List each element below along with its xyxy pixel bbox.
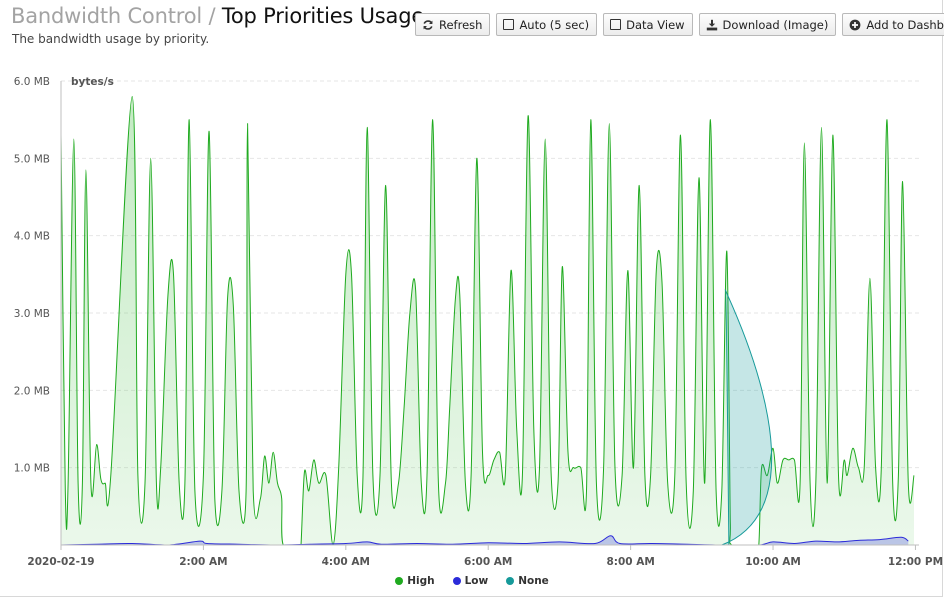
legend-item-low[interactable]: Low	[452, 575, 489, 587]
page-subtitle: The bandwidth usage by priority.	[12, 32, 210, 46]
plus-circle-icon	[849, 19, 861, 30]
chart-legend: High Low None	[0, 575, 944, 587]
legend-dot-icon	[452, 577, 461, 585]
checkbox-icon[interactable]	[610, 19, 622, 30]
y-tick-label: 6.0 MB	[14, 76, 50, 88]
legend-item-none[interactable]: None	[506, 575, 549, 587]
legend-label: Low	[464, 575, 489, 587]
refresh-button[interactable]: Refresh	[415, 13, 491, 36]
legend-dot-icon	[506, 577, 515, 585]
y-tick-label: 3.0 MB	[14, 308, 50, 320]
download-image-button[interactable]: Download (Image)	[698, 13, 837, 36]
add-to-dashboard-button[interactable]: Add to Dashbo	[842, 13, 944, 36]
y-tick-label: 2.0 MB	[14, 385, 50, 397]
legend-label: None	[518, 575, 549, 587]
auto-refresh-label: Auto (5 sec)	[519, 17, 590, 32]
refresh-icon	[423, 19, 433, 30]
auto-refresh-toggle[interactable]: Auto (5 sec)	[496, 13, 598, 36]
breadcrumb-separator: /	[208, 4, 216, 28]
series-line-high[interactable]	[60, 96, 915, 546]
series-area-high	[61, 96, 914, 545]
refresh-button-label: Refresh	[439, 17, 483, 32]
add-to-dashboard-label: Add to Dashbo	[866, 17, 944, 32]
series-line-low[interactable]	[60, 535, 909, 546]
y-axis-title: bytes/s	[71, 76, 114, 88]
toolbar: Refresh Auto (5 sec) Data View Download …	[415, 13, 944, 36]
x-tick-label: 12:00 PM	[888, 556, 943, 568]
x-tick-label: 6:00 AM	[464, 556, 512, 568]
breadcrumb[interactable]: Bandwidth Control	[11, 4, 202, 28]
x-tick-label: 2:00 AM	[179, 556, 227, 568]
x-tick-label: 4:00 AM	[322, 556, 370, 568]
legend-dot-icon	[395, 577, 404, 585]
download-icon	[706, 19, 717, 30]
data-view-toggle[interactable]: Data View	[603, 13, 693, 36]
y-tick-label: 4.0 MB	[14, 231, 50, 243]
legend-item-high[interactable]: High	[395, 575, 435, 587]
data-view-label: Data View	[626, 17, 685, 32]
x-tick-label: 8:00 AM	[606, 556, 654, 568]
page-title: Bandwidth Control / Top Priorities Usage	[11, 4, 424, 28]
x-tick-label: 2020-02-19	[27, 556, 94, 568]
page-title-text: Top Priorities Usage	[221, 4, 425, 28]
y-tick-label: 1.0 MB	[14, 463, 50, 475]
checkbox-icon[interactable]	[503, 19, 515, 30]
download-image-label: Download (Image)	[722, 17, 829, 32]
y-tick-label: 5.0 MB	[14, 153, 50, 165]
legend-label: High	[407, 575, 435, 587]
x-tick-label: 10:00 AM	[745, 556, 801, 568]
